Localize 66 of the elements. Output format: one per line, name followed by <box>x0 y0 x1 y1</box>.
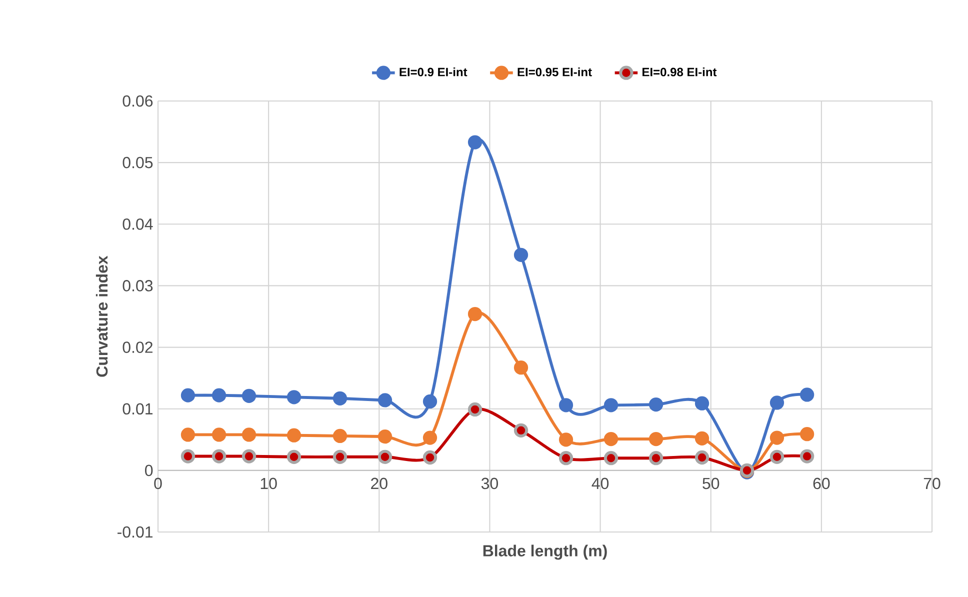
point <box>378 393 392 408</box>
point <box>648 397 664 412</box>
point <box>770 450 784 464</box>
point <box>694 450 710 465</box>
point <box>180 388 196 402</box>
point <box>558 398 574 412</box>
point <box>694 431 710 446</box>
point <box>286 428 302 442</box>
y-tick-label: -0.01 <box>118 526 153 538</box>
y-axis-title: Curvature index <box>96 256 108 377</box>
point <box>514 248 528 262</box>
point <box>242 428 256 442</box>
legend-label: EI=0.9 EI-int <box>400 67 468 76</box>
y-tick-label: 0.03 <box>122 280 153 292</box>
point <box>468 135 482 150</box>
point <box>648 451 664 466</box>
y-tick-label: 0.04 <box>122 218 153 230</box>
point <box>180 449 196 464</box>
y-tick-label: 0.02 <box>122 342 152 353</box>
point <box>332 391 348 406</box>
y-tick-label: 0.06 <box>122 95 153 107</box>
legend-label: EI=0.95 EI-int <box>518 67 592 76</box>
point <box>242 388 256 403</box>
x-tick-label: 20 <box>371 478 388 490</box>
x-tick-label: 0 <box>154 478 162 490</box>
point <box>468 402 482 417</box>
x-tick-label: 30 <box>481 478 498 490</box>
point <box>514 360 528 375</box>
point <box>604 432 618 446</box>
point <box>800 449 814 464</box>
point <box>332 428 348 444</box>
y-tick-label: 0 <box>145 464 153 476</box>
point <box>422 430 438 445</box>
x-tick-label: 10 <box>260 478 277 490</box>
point <box>604 451 618 466</box>
point <box>558 432 574 447</box>
point <box>378 429 392 444</box>
y-tick-label: 0.05 <box>122 156 153 168</box>
point <box>468 306 482 322</box>
point <box>422 394 438 409</box>
point <box>180 428 196 442</box>
point <box>332 450 348 464</box>
x-tick-label: 70 <box>924 478 940 490</box>
point <box>770 430 784 445</box>
x-tick-label: 40 <box>592 478 609 490</box>
point <box>422 450 438 465</box>
x-tick-label: 50 <box>702 478 720 490</box>
legend-label: EI=0.98 EI-int <box>642 67 717 76</box>
x-axis-title: Blade length (m) <box>483 544 607 560</box>
x-tick-label: 60 <box>813 478 830 490</box>
point <box>604 398 618 412</box>
point <box>242 449 256 464</box>
point <box>770 396 784 410</box>
point <box>800 388 814 402</box>
point <box>514 423 528 438</box>
point <box>212 388 226 402</box>
point <box>378 450 392 464</box>
point <box>286 450 302 464</box>
point <box>212 428 226 442</box>
point <box>648 432 664 446</box>
y-tick-label: 0.01 <box>122 403 153 415</box>
point <box>694 396 710 410</box>
point <box>212 449 226 464</box>
point <box>558 451 574 466</box>
point <box>286 390 302 404</box>
point <box>800 427 814 442</box>
